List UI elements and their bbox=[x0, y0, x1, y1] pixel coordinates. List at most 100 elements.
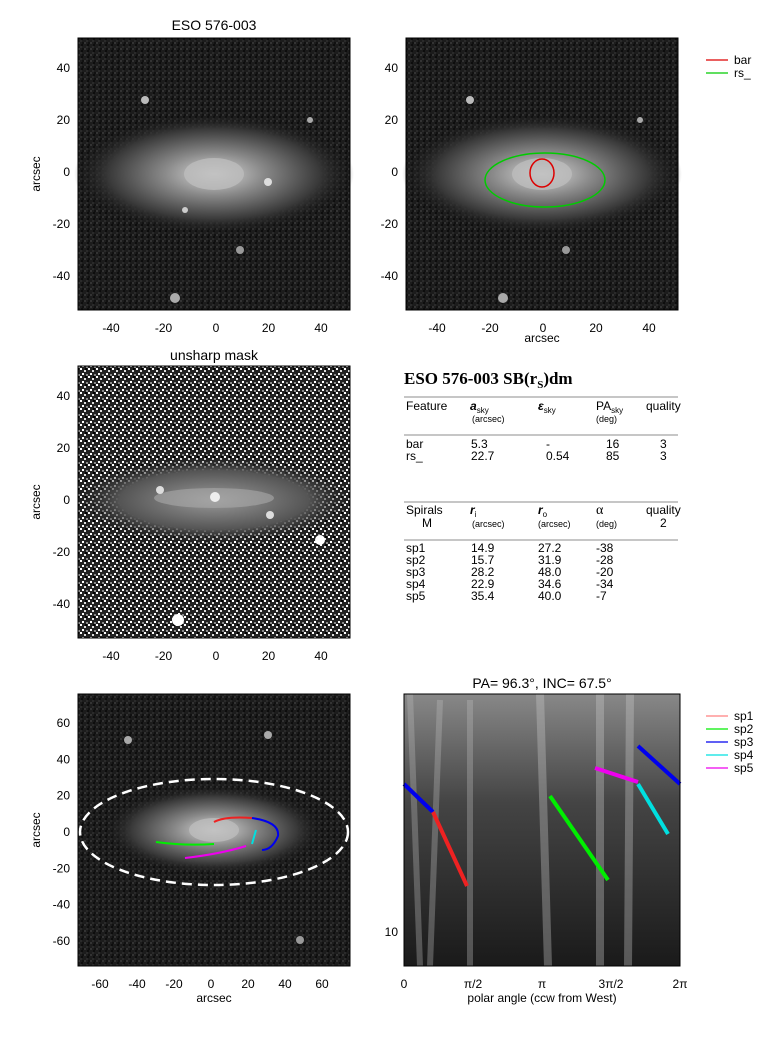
x-tick-label: -20 bbox=[155, 321, 173, 335]
x-tick-label: 60 bbox=[315, 977, 329, 991]
sp5-segment bbox=[594, 766, 639, 784]
star bbox=[264, 178, 272, 186]
col-unit-alpha: (deg) bbox=[596, 519, 617, 529]
y-axis-label: arcsec bbox=[29, 812, 43, 847]
sp2-segment bbox=[548, 794, 610, 882]
y-tick-label: -20 bbox=[381, 217, 399, 231]
legend-label: bar bbox=[734, 53, 751, 67]
star bbox=[124, 736, 132, 744]
x-tick-label: -60 bbox=[91, 977, 109, 991]
feature-rows: bar 5.3 - 16 3 rs_ 22.7 0.54 85 3 bbox=[406, 437, 667, 463]
y-tick-label: 40 bbox=[57, 389, 71, 403]
col-unit-a: (arcsec) bbox=[472, 414, 505, 424]
feature-cell-e: - bbox=[546, 437, 550, 451]
y-tick-label: 0 bbox=[63, 165, 70, 179]
y-tick-label: -60 bbox=[53, 934, 71, 948]
panel-spiral-arms-image: arcsec arcsec -60 -40 -20 0 20 40 60 60 40 20 0 -2… bbox=[29, 693, 351, 1005]
spiral-cell-name: sp1 bbox=[406, 541, 426, 555]
y-tick-labels: 40 20 0 -20 -40 bbox=[381, 61, 399, 283]
col-header-alpha: α bbox=[596, 503, 604, 518]
col-header-feature: Feature bbox=[406, 399, 448, 413]
x-tick-label: -40 bbox=[428, 321, 446, 335]
legend-label: sp3 bbox=[734, 735, 754, 749]
y-tick-label: 20 bbox=[57, 113, 71, 127]
y-axis-label: arcsec bbox=[29, 484, 43, 519]
spiral-cell-ri: 22.9 bbox=[471, 577, 495, 591]
spiral-cell-ri: 28.2 bbox=[471, 565, 495, 579]
x-tick-labels: -40 -20 0 20 40 bbox=[102, 321, 328, 335]
star bbox=[172, 614, 184, 626]
y-tick-label: -40 bbox=[53, 597, 71, 611]
star bbox=[307, 117, 313, 123]
col-header-m: M bbox=[422, 516, 432, 530]
y-tick-label: 40 bbox=[57, 61, 71, 75]
y-tick-label: -20 bbox=[53, 545, 71, 559]
star bbox=[498, 293, 508, 303]
x-tick-labels: -60 -40 -20 0 20 40 60 bbox=[91, 977, 329, 991]
star bbox=[315, 535, 325, 545]
sp3-arm bbox=[251, 817, 280, 851]
x-tick-label: 0 bbox=[208, 977, 215, 991]
y-tick-labels: 60 40 20 0 -20 -40 -60 bbox=[53, 716, 71, 948]
spiral-cell-alpha: -7 bbox=[596, 589, 607, 603]
legend-label: sp2 bbox=[734, 722, 754, 736]
x-tick-label: 40 bbox=[314, 649, 328, 663]
star bbox=[637, 117, 643, 123]
star bbox=[264, 731, 272, 739]
x-tick-label: 40 bbox=[642, 321, 656, 335]
y-tick-label: 20 bbox=[385, 113, 399, 127]
galaxy-core bbox=[184, 158, 244, 190]
x-axis-label: arcsec bbox=[524, 331, 559, 345]
x-tick-label: 40 bbox=[314, 321, 328, 335]
legend-label: sp4 bbox=[734, 748, 754, 762]
y-tick-label: 40 bbox=[385, 61, 399, 75]
spiral-cell-ri: 35.4 bbox=[471, 589, 495, 603]
sp3-segment bbox=[636, 744, 682, 786]
spiral-cell-ri: 15.7 bbox=[471, 553, 495, 567]
feature-cell-q: 3 bbox=[660, 449, 667, 463]
spiral-cell-ri: 14.9 bbox=[471, 541, 495, 555]
y-tick-label: -20 bbox=[53, 861, 71, 875]
feature-cell-name: bar bbox=[406, 437, 423, 451]
star bbox=[466, 96, 474, 104]
panel-title: PA= 96.3°, INC= 67.5° bbox=[472, 675, 611, 691]
col-unit-ro: (arcsec) bbox=[538, 519, 571, 529]
col-header-spirals: Spirals bbox=[406, 503, 443, 517]
x-tick-label: 2π bbox=[673, 977, 688, 991]
y-tick-label: 60 bbox=[57, 716, 71, 730]
feature-cell-e: 0.54 bbox=[546, 449, 570, 463]
knot bbox=[156, 486, 164, 494]
sp4-segment bbox=[636, 782, 670, 836]
texture bbox=[536, 693, 634, 967]
rs-ellipse bbox=[484, 152, 606, 208]
y-tick-label: 20 bbox=[57, 441, 71, 455]
y-tick-label: -20 bbox=[53, 217, 71, 231]
legend-label: sp5 bbox=[734, 761, 754, 775]
col-header-quality: quality bbox=[646, 399, 681, 413]
y-tick-label: 20 bbox=[57, 789, 71, 803]
y-tick-label: 0 bbox=[391, 165, 398, 179]
galaxy-core bbox=[189, 818, 239, 842]
star bbox=[170, 293, 180, 303]
spiral-cell-name: sp5 bbox=[406, 589, 426, 603]
col-header-pa: PAsky bbox=[596, 399, 623, 415]
col-header-eps: εsky bbox=[538, 399, 556, 415]
y-tick-labels: 40 20 0 -20 -40 bbox=[53, 389, 71, 611]
spiral-cell-alpha: -34 bbox=[596, 577, 614, 591]
y-tick-label: -40 bbox=[381, 269, 399, 283]
panel-polar-projection: PA= 96.3°, INC= 67.5° polar angle (ccw f… bbox=[385, 675, 754, 1005]
sp5-arm bbox=[184, 845, 247, 859]
plot-frame bbox=[77, 37, 351, 311]
spiral-cell-ro: 31.9 bbox=[538, 553, 562, 567]
spiral-cell-ro: 34.6 bbox=[538, 577, 562, 591]
x-tick-label: -40 bbox=[102, 649, 120, 663]
col-unit-ri: (arcsec) bbox=[472, 519, 505, 529]
sp1-arm bbox=[213, 816, 253, 823]
spiral-cell-ro: 40.0 bbox=[538, 589, 562, 603]
x-tick-labels: -40 -20 0 20 40 bbox=[102, 649, 328, 663]
texture bbox=[407, 693, 473, 967]
panel-unsharp-mask: unsharp mask arcsec -40 -20 0 20 40 40 20 0 -20… bbox=[29, 347, 351, 663]
x-tick-label: -40 bbox=[102, 321, 120, 335]
col-unit-pa: (deg) bbox=[596, 414, 617, 424]
